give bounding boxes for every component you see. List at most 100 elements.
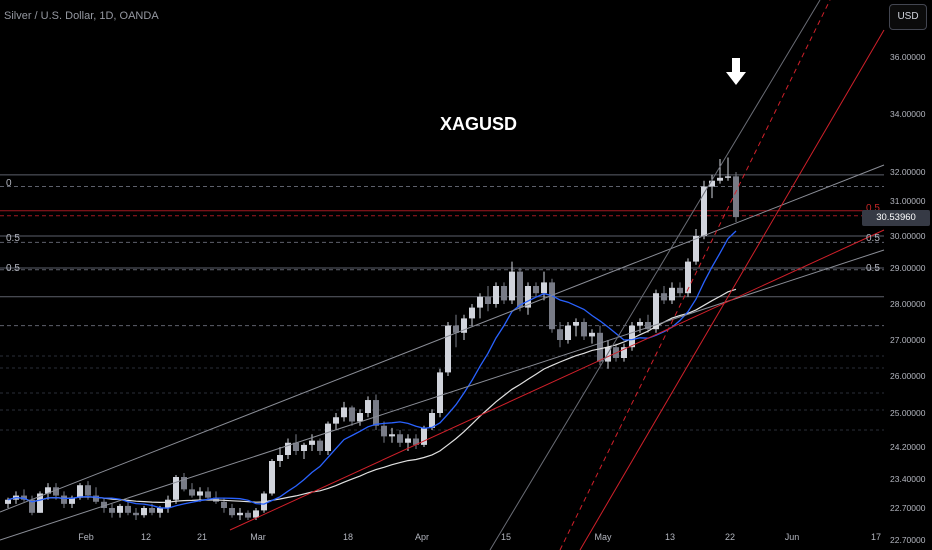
- candle-body: [469, 307, 475, 319]
- candle-body: [21, 495, 27, 500]
- candle-body: [373, 400, 379, 426]
- candle-body: [645, 322, 651, 330]
- y-tick-label: 36.00000: [890, 52, 926, 62]
- x-tick-label: Feb: [78, 532, 94, 542]
- candle-body: [709, 180, 715, 187]
- candle-body: [437, 372, 443, 413]
- y-tick-label: 28.00000: [890, 299, 926, 309]
- x-tick-label: 12: [141, 532, 151, 542]
- trend-line: [489, 0, 821, 550]
- x-tick-label: 18: [343, 532, 353, 542]
- candle-body: [525, 286, 531, 308]
- candle-body: [45, 487, 51, 494]
- candle-body: [165, 499, 171, 508]
- y-tick-label: 26.00000: [890, 371, 926, 381]
- y-tick-label: 32.00000: [890, 167, 926, 177]
- candle-body: [717, 177, 723, 181]
- x-tick-label: 17: [871, 532, 881, 542]
- x-tick-label: 13: [665, 532, 675, 542]
- candle-body: [149, 508, 155, 513]
- candle-body: [677, 287, 683, 294]
- trend-line: [229, 229, 885, 531]
- candle-body: [653, 293, 659, 330]
- trend-line: [0, 249, 885, 541]
- chart-watermark: XAGUSD: [440, 114, 518, 134]
- candle-body: [293, 442, 299, 451]
- symbol-title: Silver / U.S. Dollar, 1D, OANDA: [4, 10, 159, 22]
- candle-body: [733, 176, 739, 218]
- candle-body: [205, 491, 211, 498]
- candle-body: [509, 271, 515, 301]
- candle-body: [725, 176, 731, 178]
- candle-body: [493, 286, 499, 304]
- y-tick-label: 25.00000: [890, 408, 926, 418]
- ema-line: [7, 230, 737, 509]
- y-tick-label: 22.70000: [890, 535, 926, 545]
- candle-body: [517, 271, 523, 308]
- sma-line: [7, 288, 737, 504]
- candle-body: [141, 508, 147, 516]
- fib-label: 0.5: [866, 233, 880, 244]
- down-arrow-icon: [726, 58, 746, 85]
- x-tick-label: Jun: [785, 532, 800, 542]
- fib-label: 0: [6, 178, 12, 189]
- candle-body: [397, 434, 403, 443]
- x-tick-label: Mar: [250, 532, 266, 542]
- fib-label: 0.5: [866, 263, 880, 274]
- candle-body: [221, 501, 227, 508]
- candle-body: [173, 477, 179, 500]
- candle-body: [101, 501, 107, 508]
- candle-body: [453, 325, 459, 333]
- candle-body: [581, 322, 587, 337]
- candle-body: [69, 497, 75, 504]
- x-tick-label: May: [594, 532, 612, 542]
- candle-body: [37, 493, 43, 513]
- candle-body: [421, 427, 427, 445]
- candle-body: [29, 499, 35, 513]
- candle-body: [317, 440, 323, 451]
- last-price-tag: 30.53960: [862, 210, 930, 226]
- candle-body: [485, 296, 491, 304]
- trend-line: [579, 29, 885, 550]
- candle-body: [253, 510, 259, 518]
- candle-body: [389, 434, 395, 437]
- candle-body: [701, 186, 707, 236]
- candle-body: [133, 512, 139, 516]
- candle-body: [477, 296, 483, 308]
- y-tick-label: 34.00000: [890, 109, 926, 119]
- candle-body: [685, 261, 691, 294]
- candle-body: [541, 282, 547, 294]
- candle-body: [325, 423, 331, 451]
- candle-body: [669, 287, 675, 301]
- candle-body: [277, 455, 283, 461]
- candle-body: [181, 477, 187, 490]
- candle-body: [53, 487, 59, 496]
- x-tick-label: 22: [725, 532, 735, 542]
- candle-body: [237, 512, 243, 516]
- y-tick-label: 23.40000: [890, 474, 926, 484]
- candle-body: [189, 489, 195, 496]
- candle-body: [85, 485, 91, 496]
- candle-body: [309, 440, 315, 445]
- trend-line-dashed: [559, 0, 831, 550]
- candle-body: [341, 407, 347, 418]
- candle-body: [405, 438, 411, 443]
- candle-body: [117, 505, 123, 513]
- candle-body: [573, 322, 579, 326]
- y-tick-label: 27.00000: [890, 335, 926, 345]
- candle-body: [357, 413, 363, 422]
- x-tick-label: 21: [197, 532, 207, 542]
- candle-body: [333, 417, 339, 424]
- candle-body: [661, 293, 667, 301]
- y-tick-label: 24.20000: [890, 442, 926, 452]
- x-tick-label: 15: [501, 532, 511, 542]
- candle-body: [285, 442, 291, 455]
- candle-body: [229, 508, 235, 516]
- candle-body: [245, 512, 251, 518]
- candle-body: [125, 505, 131, 513]
- candle-body: [413, 438, 419, 445]
- fib-label: 0.5: [866, 203, 880, 214]
- currency-button[interactable]: USD: [889, 4, 927, 30]
- candle-body: [197, 491, 203, 496]
